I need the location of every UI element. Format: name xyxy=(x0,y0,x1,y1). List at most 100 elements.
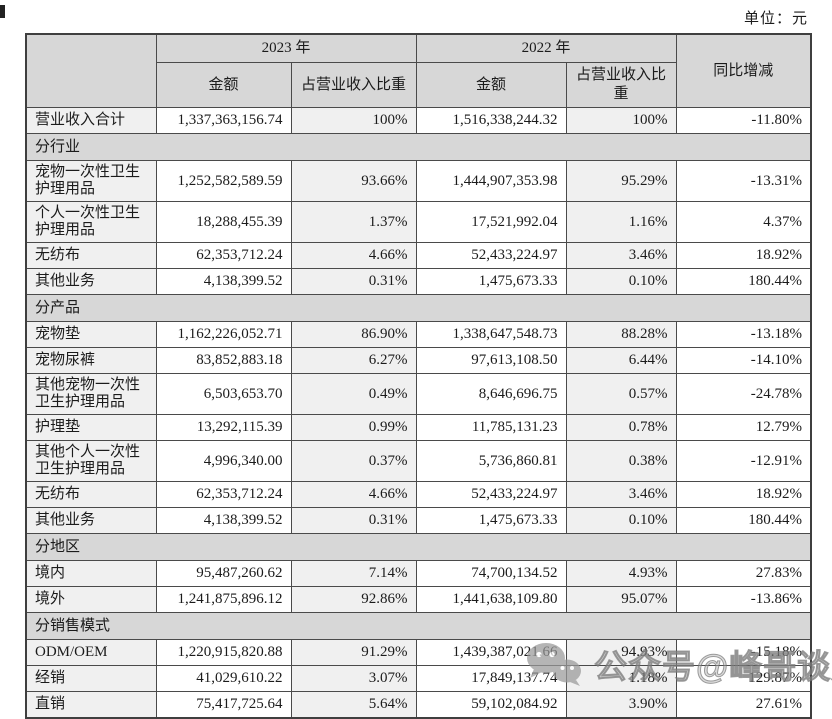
proportion-2022: 0.10% xyxy=(565,268,677,295)
proportion-2023: 3.07% xyxy=(290,665,417,692)
row-label: 宠物一次性卫生护理用品 xyxy=(25,160,157,202)
proportion-2022: 95.29% xyxy=(565,160,677,202)
section-header-by-product: 分产品 xyxy=(25,294,812,322)
table-row: 无纺布 62,353,712.24 4.66% 52,433,224.97 3.… xyxy=(25,242,812,269)
proportion-2023: 0.31% xyxy=(290,268,417,295)
table-row: 护理垫 13,292,115.39 0.99% 11,785,131.23 0.… xyxy=(25,414,812,441)
row-label: 无纺布 xyxy=(25,242,157,269)
section-title: 分地区 xyxy=(25,533,812,561)
amount-2023: 4,138,399.52 xyxy=(155,268,292,295)
header-year-2023: 2023 年 xyxy=(155,33,417,63)
amount-2022: 1,444,907,353.98 xyxy=(415,160,567,202)
amount-2022: 74,700,134.52 xyxy=(415,560,567,587)
yoy-change: 27.83% xyxy=(675,560,812,587)
amount-2023: 62,353,712.24 xyxy=(155,242,292,269)
row-label: 境内 xyxy=(25,560,157,587)
amount-2023: 13,292,115.39 xyxy=(155,414,292,441)
header-amount-2022: 金额 xyxy=(415,62,567,108)
table-row: 直销 75,417,725.64 5.64% 59,102,084.92 3.9… xyxy=(25,691,812,719)
row-label: ODM/OEM xyxy=(25,639,157,666)
amount-2022: 8,646,696.75 xyxy=(415,373,567,415)
header-year-2022: 2022 年 xyxy=(415,33,677,63)
yoy-change: -13.86% xyxy=(675,586,812,613)
amount-2023: 62,353,712.24 xyxy=(155,481,292,508)
row-label: 其他业务 xyxy=(25,507,157,534)
table-row: 经销 41,029,610.22 3.07% 17,849,137.74 1.1… xyxy=(25,665,812,692)
table-row: 无纺布 62,353,712.24 4.66% 52,433,224.97 3.… xyxy=(25,481,812,508)
row-label: 个人一次性卫生护理用品 xyxy=(25,201,157,243)
amount-2022: 1,475,673.33 xyxy=(415,507,567,534)
yoy-change: -12.91% xyxy=(675,440,812,482)
yoy-change: 4.37% xyxy=(675,201,812,243)
amount-2022: 52,433,224.97 xyxy=(415,481,567,508)
header-row-measures: 金额 占营业收入比重 金额 占营业收入比重 xyxy=(26,62,811,108)
row-label: 其他宠物一次性卫生护理用品 xyxy=(25,373,157,415)
proportion-2022: 94.93% xyxy=(565,639,677,666)
amount-2023: 4,138,399.52 xyxy=(155,507,292,534)
table-row: 宠物尿裤 83,852,883.18 6.27% 97,613,108.50 6… xyxy=(25,347,812,374)
row-label: 经销 xyxy=(25,665,157,692)
yoy-change: -24.78% xyxy=(675,373,812,415)
proportion-2022: 0.78% xyxy=(565,414,677,441)
table-row: ODM/OEM 1,220,915,820.88 91.29% 1,439,38… xyxy=(25,639,812,666)
header-amount-2023: 金额 xyxy=(155,62,292,108)
yoy-change: -15.18% xyxy=(675,639,812,666)
amount-2023: 75,417,725.64 xyxy=(155,691,292,719)
table-row: 宠物一次性卫生护理用品 1,252,582,589.59 93.66% 1,44… xyxy=(25,160,812,202)
row-label: 营业收入合计 xyxy=(25,107,157,134)
proportion-2022: 95.07% xyxy=(565,586,677,613)
amount-2022: 59,102,084.92 xyxy=(415,691,567,719)
table-row: 境内 95,487,260.62 7.14% 74,700,134.52 4.9… xyxy=(25,560,812,587)
table-row: 其他宠物一次性卫生护理用品 6,503,653.70 0.49% 8,646,6… xyxy=(25,373,812,415)
proportion-2022: 1.16% xyxy=(565,201,677,243)
amount-2023: 1,220,915,820.88 xyxy=(155,639,292,666)
proportion-2023: 5.64% xyxy=(290,691,417,719)
proportion-2023: 100% xyxy=(290,107,417,134)
row-label: 直销 xyxy=(25,691,157,719)
header-proportion-2022: 占营业收入比重 xyxy=(565,62,677,108)
amount-2023: 1,337,363,156.74 xyxy=(155,107,292,134)
header-corner-cell xyxy=(25,33,157,108)
proportion-2022: 1.18% xyxy=(565,665,677,692)
table-row: 境外 1,241,875,896.12 92.86% 1,441,638,109… xyxy=(25,586,812,613)
amount-2022: 1,475,673.33 xyxy=(415,268,567,295)
amount-2022: 1,338,647,548.73 xyxy=(415,321,567,348)
proportion-2022: 100% xyxy=(565,107,677,134)
proportion-2023: 4.66% xyxy=(290,481,417,508)
total-revenue-row: 营业收入合计 1,337,363,156.74 100% 1,516,338,2… xyxy=(25,107,812,134)
yoy-change: 180.44% xyxy=(675,268,812,295)
proportion-2023: 0.31% xyxy=(290,507,417,534)
table-row: 宠物垫 1,162,226,052.71 86.90% 1,338,647,54… xyxy=(25,321,812,348)
header-yoy: 同比增减 xyxy=(675,33,812,108)
proportion-2022: 4.93% xyxy=(565,560,677,587)
yoy-change: -11.80% xyxy=(675,107,812,134)
row-label: 境外 xyxy=(25,586,157,613)
section-title: 分销售模式 xyxy=(25,612,812,640)
amount-2022: 17,521,992.04 xyxy=(415,201,567,243)
amount-2022: 1,439,387,021.66 xyxy=(415,639,567,666)
amount-2022: 1,441,638,109.80 xyxy=(415,586,567,613)
yoy-change: 18.92% xyxy=(675,481,812,508)
header-proportion-2023: 占营业收入比重 xyxy=(290,62,417,108)
amount-2023: 95,487,260.62 xyxy=(155,560,292,587)
proportion-2023: 0.37% xyxy=(290,440,417,482)
amount-2022: 1,516,338,244.32 xyxy=(415,107,567,134)
amount-2023: 1,241,875,896.12 xyxy=(155,586,292,613)
table-row: 其他业务 4,138,399.52 0.31% 1,475,673.33 0.1… xyxy=(25,268,812,295)
yoy-change: 27.61% xyxy=(675,691,812,719)
proportion-2023: 92.86% xyxy=(290,586,417,613)
proportion-2023: 86.90% xyxy=(290,321,417,348)
proportion-2023: 91.29% xyxy=(290,639,417,666)
section-header-by-industry: 分行业 xyxy=(25,133,812,161)
row-label: 无纺布 xyxy=(25,481,157,508)
amount-2023: 1,252,582,589.59 xyxy=(155,160,292,202)
amount-2023: 4,996,340.00 xyxy=(155,440,292,482)
proportion-2023: 1.37% xyxy=(290,201,417,243)
proportion-2023: 0.49% xyxy=(290,373,417,415)
table-row: 其他业务 4,138,399.52 0.31% 1,475,673.33 0.1… xyxy=(25,507,812,534)
proportion-2022: 6.44% xyxy=(565,347,677,374)
row-label: 宠物垫 xyxy=(25,321,157,348)
header-row-years: 2023 年 2022 年 同比增减 xyxy=(25,33,812,108)
amount-2023: 1,162,226,052.71 xyxy=(155,321,292,348)
amount-2023: 83,852,883.18 xyxy=(155,347,292,374)
